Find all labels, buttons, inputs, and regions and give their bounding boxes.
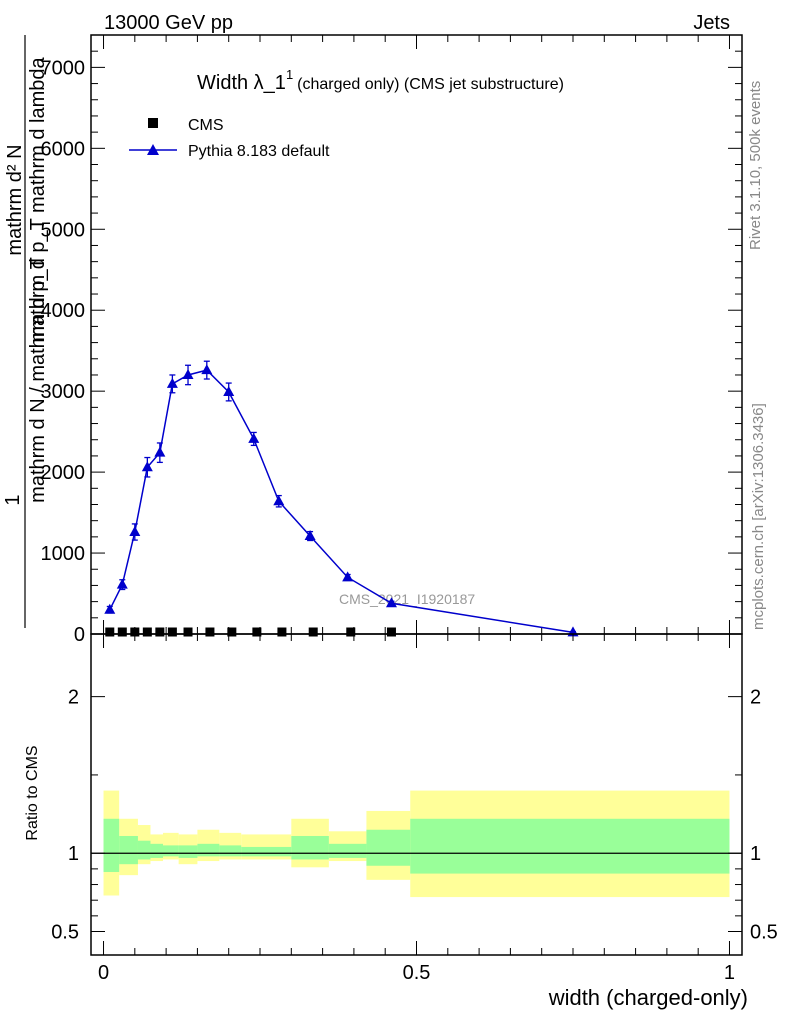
legend-cms-marker (148, 118, 158, 128)
ratio-inner-band-7 (219, 845, 242, 857)
main-ytick-label-4: 4000 (41, 300, 86, 322)
pythia-point-13 (385, 597, 397, 608)
ratio-ytick-label-0: 0.5 (51, 922, 79, 944)
analysis-watermark: CMS_2021_I1920187 (339, 591, 475, 607)
y-label-right-numerator: mathrm d² N (4, 144, 26, 255)
legend-pythia-label: Pythia 8.183 default (188, 143, 330, 160)
energy-label: 13000 GeV pp (104, 12, 233, 34)
ratio-inner-band-4 (162, 845, 179, 857)
ratio-inner-band-11 (366, 829, 411, 866)
cms-point-1 (117, 627, 127, 637)
pythia-point-4 (154, 446, 166, 457)
ratio-inner-band-3 (150, 843, 163, 858)
cms-point-13 (386, 627, 396, 637)
ratio-inner-band-12 (410, 818, 730, 874)
ratio-inner-band-8 (241, 846, 292, 857)
cms-data-series (105, 627, 396, 637)
main-ytick-label-2: 2000 (41, 462, 86, 484)
main-y-axis-ticks: 0 1000 2000 3000 4000 5000 6000 7000 (41, 50, 742, 646)
cms-point-12 (346, 627, 356, 637)
category-label: Jets (693, 12, 730, 34)
ratio-uncertainty-bands (91, 790, 742, 898)
cms-point-11 (308, 627, 318, 637)
cms-point-2 (130, 627, 140, 637)
ratio-ytick-label-right-0: 0.5 (750, 922, 778, 944)
plot-title: Width λ_11 (charged only) (CMS jet substr… (197, 67, 564, 94)
main-ytick-label-5: 5000 (41, 219, 86, 241)
ratio-ytick-label-1: 1 (68, 843, 79, 865)
pythia-point-3 (141, 461, 153, 472)
main-ytick-label-0: 0 (74, 624, 85, 646)
plot-title-main: Width λ_1 (197, 72, 286, 94)
pythia-point-7 (201, 364, 213, 375)
cms-point-6 (183, 627, 193, 637)
rivet-label: Rivet 3.1.10, 500k events (747, 81, 764, 250)
pythia-point-2 (129, 526, 141, 537)
ratio-ytick-label-right-2: 2 (750, 687, 761, 709)
pythia-point-8 (223, 385, 235, 396)
ratio-inner-band-0 (103, 818, 120, 873)
cms-point-9 (252, 627, 262, 637)
y-label-numerator: 1 (2, 494, 24, 505)
plot-title-subtitle: (charged only) (CMS jet substructure) (297, 76, 564, 93)
ratio-inner-band-10 (328, 843, 367, 858)
cms-point-4 (155, 627, 165, 637)
pythia-point-5 (166, 377, 178, 388)
cms-point-0 (105, 627, 115, 637)
ratio-inner-band-9 (291, 835, 329, 860)
main-y-axis-label: 1 mathrm d N / mathrm d p_T mathrm d² N … (2, 35, 49, 628)
pythia-series (104, 360, 579, 637)
cms-point-10 (277, 627, 287, 637)
ratio-inner-band-2 (137, 840, 151, 860)
pythia-point-10 (273, 495, 285, 506)
cms-point-8 (227, 627, 237, 637)
legend: CMS Pythia 8.183 default (129, 117, 330, 160)
ratio-y-axis-label: Ratio to CMS (24, 745, 41, 840)
ratio-xtick-label-0: 0 (98, 962, 109, 984)
main-ytick-label-6: 6000 (41, 138, 86, 160)
cms-point-7 (205, 627, 215, 637)
legend-pythia-marker (147, 144, 159, 155)
plot-title-superscript: 1 (286, 67, 293, 82)
mcplots-label: mcplots.cern.ch [arXiv:1306.3436] (750, 403, 767, 630)
ratio-inner-band-6 (197, 843, 220, 857)
ratio-y-axis-ticks: 0.5 0.5 1 1 2 2 (51, 687, 778, 944)
ratio-xtick-label-2: 1 (724, 962, 735, 984)
main-plot-panel: 0 1000 2000 3000 4000 5000 6000 7000 Width λ_11… (41, 34, 743, 646)
ratio-inner-band-1 (119, 835, 138, 865)
cms-point-3 (142, 627, 152, 637)
ratio-plot-panel: 0.5 0.51 12 2 0 0.5 1 Ratio to CMS width (cha… (24, 633, 778, 1010)
pythia-point-9 (248, 432, 260, 443)
legend-cms-label: CMS (188, 117, 224, 134)
y-label-denominator: mathrm d N / mathrm d p_T (27, 257, 49, 503)
pythia-point-11 (304, 530, 316, 541)
cms-point-5 (167, 627, 177, 637)
ratio-ytick-label-right-1: 1 (750, 843, 761, 865)
main-ytick-label-7: 7000 (41, 57, 86, 79)
pythia-point-12 (342, 571, 354, 582)
pythia-point-1 (116, 578, 128, 589)
main-ytick-label-3: 3000 (41, 381, 86, 403)
pythia-point-0 (104, 603, 116, 614)
pythia-point-6 (182, 368, 194, 379)
ratio-xtick-label-1: 0.5 (403, 962, 431, 984)
ratio-inner-band-5 (178, 845, 198, 858)
ratio-ytick-label-2: 2 (68, 687, 79, 709)
x-axis-label: width (charged-only) (548, 985, 748, 1010)
main-ytick-label-1: 1000 (41, 543, 86, 565)
ratio-x-axis-ticks: 0 0.5 1 (98, 634, 735, 984)
y-label-right-denominator: mathrm d p_T mathrm d lambda (27, 56, 49, 342)
